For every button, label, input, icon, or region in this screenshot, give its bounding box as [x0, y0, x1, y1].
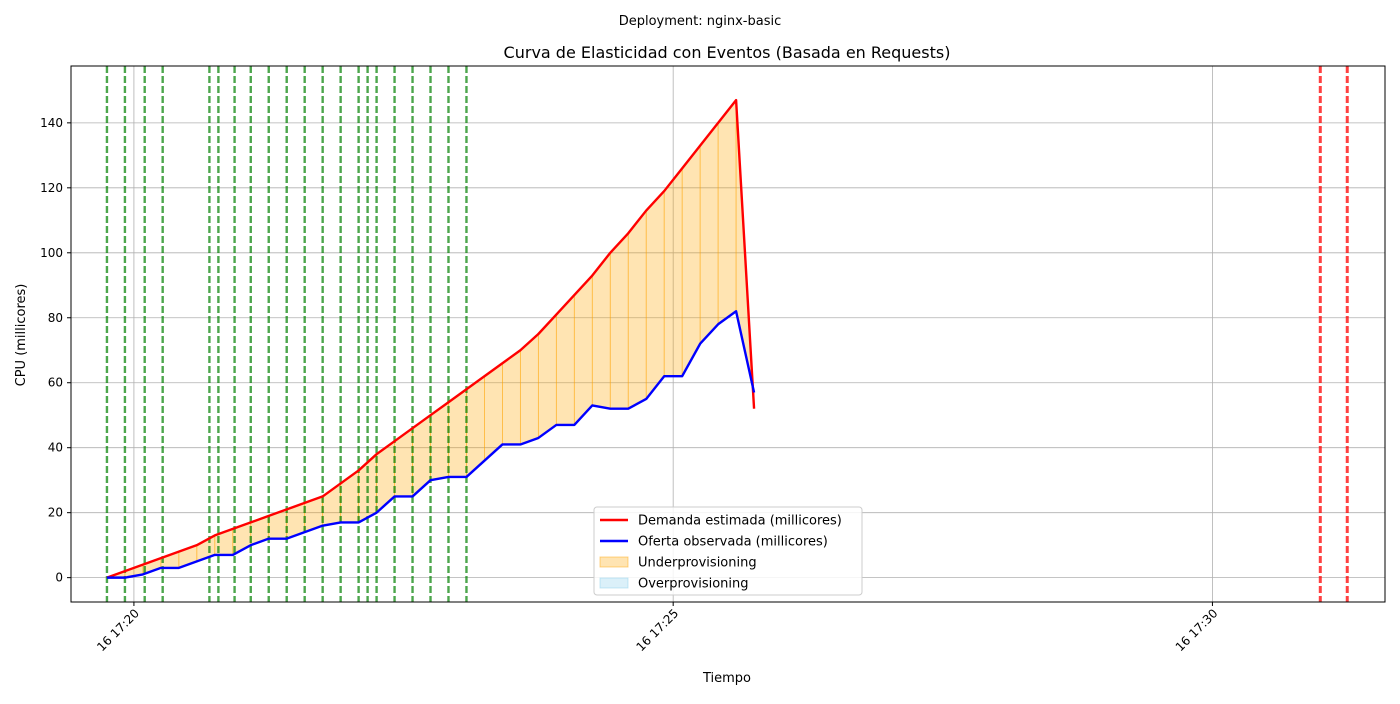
underprovisioning-area [681, 144, 701, 378]
underprovisioning-area [591, 251, 611, 410]
underprovisioning-area [609, 232, 629, 410]
x-tick-label: 16 17:30 [1173, 606, 1221, 654]
y-tick-label: 20 [48, 506, 63, 520]
y-tick-label: 60 [48, 376, 63, 390]
y-tick-label: 140 [40, 116, 63, 130]
demand-series-line [106, 98, 756, 579]
underprovisioning-area [537, 313, 557, 439]
x-axis-label: Tiempo [702, 671, 751, 686]
chart-title: Curva de Elasticidad con Eventos (Basada… [504, 43, 951, 62]
chart-suptitle: Deployment: nginx-basic [619, 14, 782, 29]
underprovisioning-area [645, 190, 665, 401]
y-tick-label: 80 [48, 311, 63, 325]
underprovisioning-area [699, 121, 719, 345]
legend: Demanda estimada (millicores) Oferta obse… [593, 506, 863, 596]
y-tick-label: 40 [48, 441, 63, 455]
legend-label: Overprovisioning [638, 577, 749, 592]
underprovisioning-area [627, 209, 647, 410]
legend-label: Underprovisioning [638, 556, 757, 571]
event-lines-layer [105, 66, 1349, 602]
underprovisioning-area [519, 333, 539, 446]
x-tick-label: 16 17:20 [94, 606, 142, 654]
series-layer [106, 98, 756, 579]
underprovisioning-area [573, 274, 593, 426]
legend-label: Demanda estimada (millicores) [638, 514, 842, 529]
underprovisioning-area [663, 167, 683, 377]
y-tick-label: 0 [55, 571, 63, 585]
legend-box [593, 506, 863, 596]
legend-area-swatch [599, 577, 629, 589]
legend-area-swatch [599, 556, 629, 568]
underprovisioning-area [502, 349, 521, 445]
y-tick-label: 120 [40, 181, 63, 195]
underprovisioning-area [555, 293, 575, 426]
plot-frame [70, 65, 1386, 603]
underprovisioning-area [448, 388, 467, 478]
underprovisioning-area [717, 98, 737, 326]
y-tick-label: 100 [40, 246, 63, 260]
x-tick-label: 16 17:25 [633, 606, 681, 654]
supply-series-line [106, 310, 756, 579]
legend-label: Oferta observada (millicores) [638, 535, 828, 550]
y-axis-label: CPU (millicores) [14, 284, 29, 387]
